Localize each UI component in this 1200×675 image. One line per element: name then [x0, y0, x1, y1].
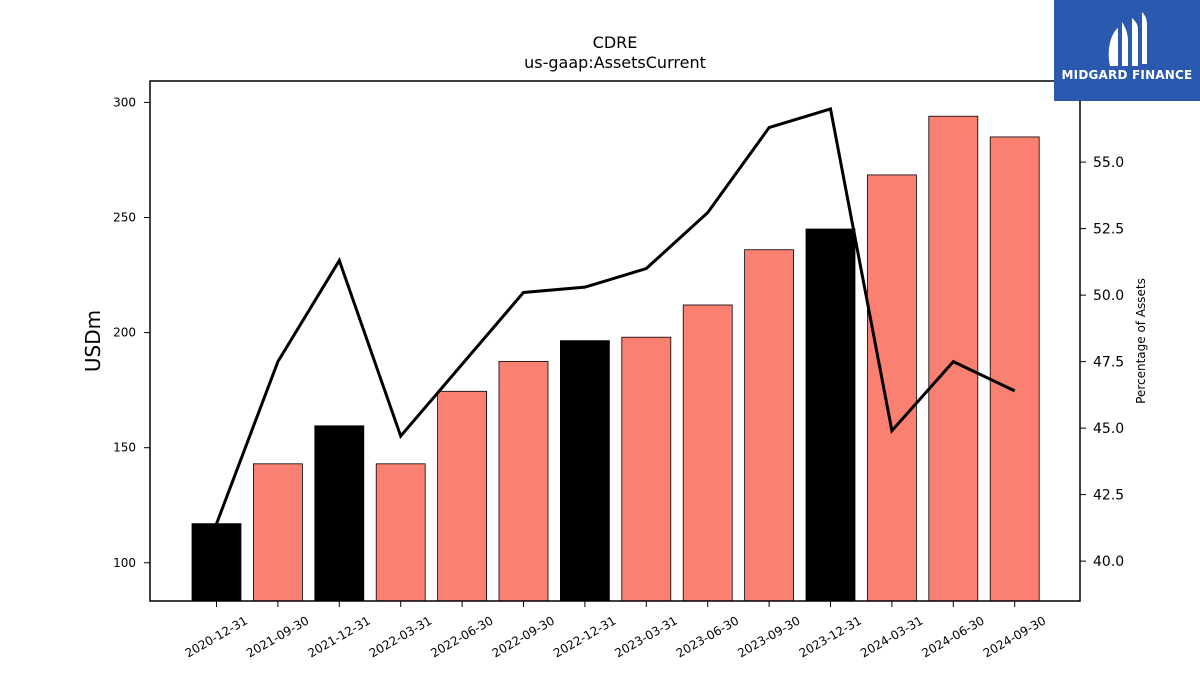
bar-2022-06-30 — [437, 390, 488, 602]
logo-mark-icon — [1108, 12, 1147, 66]
x-tick-label: 2024-03-31 — [858, 613, 925, 660]
bar-2022-09-30 — [498, 360, 549, 602]
chart-title: CDRE — [593, 33, 638, 52]
logo-text: MIDGARD FINANCE — [1061, 68, 1193, 82]
x-tick-label: 2023-09-30 — [735, 613, 802, 660]
y-right-tick-label: 40.0 — [1093, 554, 1124, 570]
bar-2024-06-30 — [928, 115, 979, 602]
bar-2023-09-30 — [744, 249, 794, 602]
bar-2023-03-31 — [621, 336, 672, 602]
x-tick-label: 2023-03-31 — [612, 613, 679, 660]
bar-2024-09-30 — [989, 136, 1040, 602]
x-tick-label: 2021-09-30 — [244, 613, 311, 660]
bar-2021-09-30 — [252, 463, 303, 602]
y-tick-label: 150 — [113, 441, 136, 455]
y-tick-label: 100 — [113, 556, 136, 570]
x-tick-label: 2024-06-30 — [919, 613, 986, 660]
percentage-line — [215, 107, 1016, 525]
x-tick-label: 2022-09-30 — [490, 613, 557, 660]
x-tick-label: 2023-06-30 — [674, 613, 741, 660]
x-tick-label: 2022-03-31 — [367, 613, 434, 660]
y-right-tick-label: 42.5 — [1093, 488, 1124, 504]
midgard-finance-logo: MIDGARD FINANCE — [1054, 0, 1200, 101]
x-tick-label: 2022-12-31 — [551, 613, 618, 660]
x-tick-label: 2021-12-31 — [305, 613, 372, 660]
y-right-tick-label: 50.0 — [1093, 288, 1124, 304]
bar-2024-03-31 — [867, 174, 917, 602]
y-right-tick-label: 47.5 — [1093, 355, 1124, 371]
y-axis-label: USDm — [81, 310, 105, 372]
y-right-tick-label: 55.0 — [1093, 155, 1124, 171]
y-tick-label: 250 — [113, 211, 136, 225]
x-tick-label: 2020-12-31 — [183, 613, 250, 660]
y-axis-right-label: Percentage of Assets — [1134, 278, 1148, 404]
plot-frame — [149, 80, 1081, 602]
y-tick-label: 300 — [113, 95, 136, 109]
x-tick-label: 2024-09-30 — [981, 613, 1048, 660]
x-tick-label: 2023-12-31 — [797, 613, 864, 660]
y-right-tick-label: 45.0 — [1093, 421, 1124, 437]
bar-2023-12-31 — [805, 228, 856, 602]
bar-2022-12-31 — [560, 340, 610, 602]
x-tick-label: 2022-06-30 — [428, 613, 495, 660]
y-tick-label: 200 — [113, 326, 136, 340]
bar-2021-12-31 — [314, 425, 365, 602]
bar-2020-12-31 — [191, 523, 242, 602]
bar-2023-06-30 — [682, 304, 733, 602]
y-right-tick-label: 52.5 — [1093, 222, 1124, 238]
chart-subtitle: us-gaap:AssetsCurrent — [524, 53, 706, 72]
bar-2022-03-31 — [375, 463, 426, 602]
